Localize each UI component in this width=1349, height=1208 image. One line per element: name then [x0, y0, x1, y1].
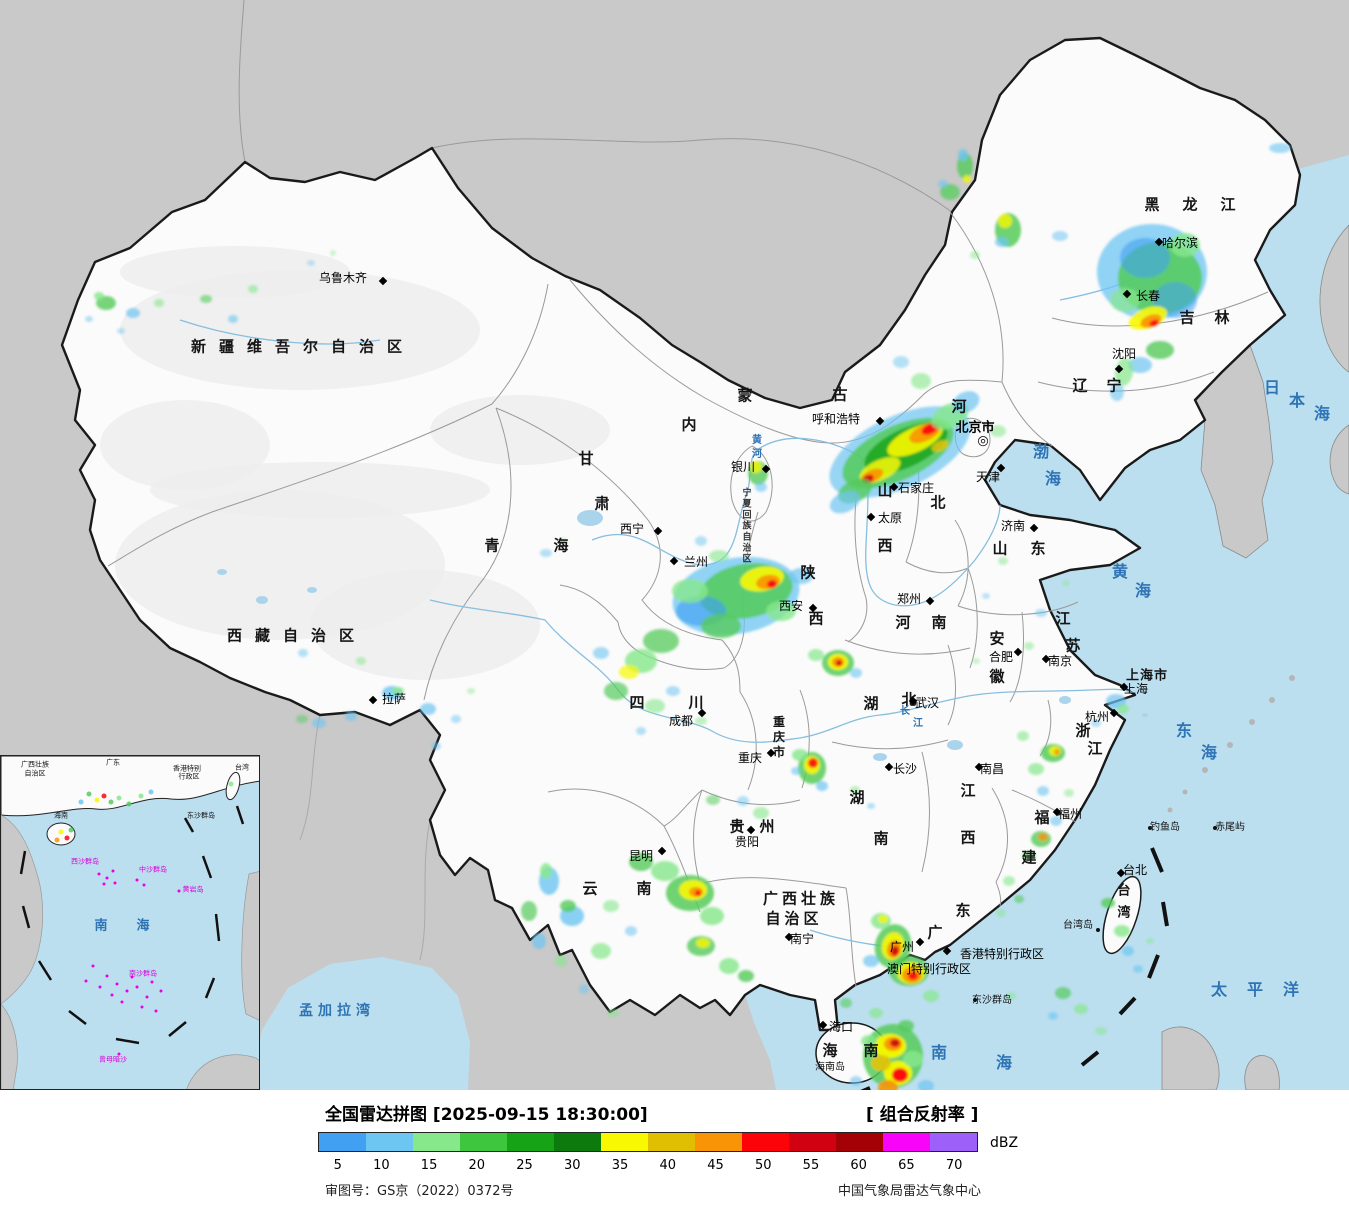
colorbar-value: 40: [659, 1158, 677, 1173]
colorbar-cell-40: [648, 1133, 695, 1151]
colorbar-cell-55: [789, 1133, 836, 1151]
colorbar-value: 50: [754, 1158, 772, 1173]
colorbar-value: 60: [850, 1158, 867, 1173]
credit: 中国气象局雷达气象中心: [838, 1184, 982, 1199]
colorbar-cell-70: [930, 1133, 977, 1151]
colorbar-unit: dBZ: [990, 1135, 1019, 1151]
colorbar-value: 25: [516, 1158, 533, 1173]
colorbar-value: 35: [611, 1158, 629, 1173]
colorbar-value: 10: [373, 1158, 390, 1173]
inset-canvas: [1, 756, 259, 1089]
colorbar-value: 55: [802, 1158, 820, 1173]
legend-panel: 全国雷达拼图 [2025-09-15 18:30:00] [ 组合反射率 ] d…: [0, 1090, 1349, 1208]
colorbar-value: 30: [564, 1158, 581, 1173]
colorbar-values: 5 10 15 20 25 30 35 40 45 50 55 60 65 70: [318, 1158, 978, 1173]
colorbar-value: 20: [468, 1158, 486, 1173]
radar-map: 新疆维吾尔自治区 西藏自治区青海甘肃内蒙古黑龙江吉林辽宁河北山西山东河南陕西四川湖…: [0, 0, 1349, 1090]
colorbar-cell-5: [319, 1133, 366, 1151]
colorbar-cell-25: [507, 1133, 554, 1151]
product-name: [ 组合反射率 ]: [866, 1105, 979, 1125]
colorbar-cell-10: [366, 1133, 413, 1151]
colorbar-value: 45: [707, 1158, 724, 1173]
colorbar-cell-20: [460, 1133, 507, 1151]
approval-number: 审图号：GS京（2022）0372号: [325, 1184, 514, 1199]
colorbar-value: 65: [898, 1158, 915, 1173]
colorbar: [318, 1132, 978, 1152]
colorbar-cell-45: [695, 1133, 742, 1151]
colorbar-cell-65: [883, 1133, 930, 1151]
colorbar-value: 70: [945, 1158, 963, 1173]
colorbar-cell-15: [413, 1133, 460, 1151]
colorbar-cell-60: [836, 1133, 883, 1151]
colorbar-cell-35: [601, 1133, 648, 1151]
colorbar-cell-50: [742, 1133, 789, 1151]
colorbar-value: 15: [420, 1158, 438, 1173]
colorbar-value: 5: [333, 1158, 342, 1173]
colorbar-cell-30: [554, 1133, 601, 1151]
inset-map-south-china-sea: 广西壮族 自治区 广东 香港特别 行政区 台湾 海南 东沙群岛南海西沙群岛 中沙群岛 黄岩岛 南沙群…: [0, 755, 260, 1090]
map-title: 全国雷达拼图 [2025-09-15 18:30:00]: [325, 1105, 648, 1125]
